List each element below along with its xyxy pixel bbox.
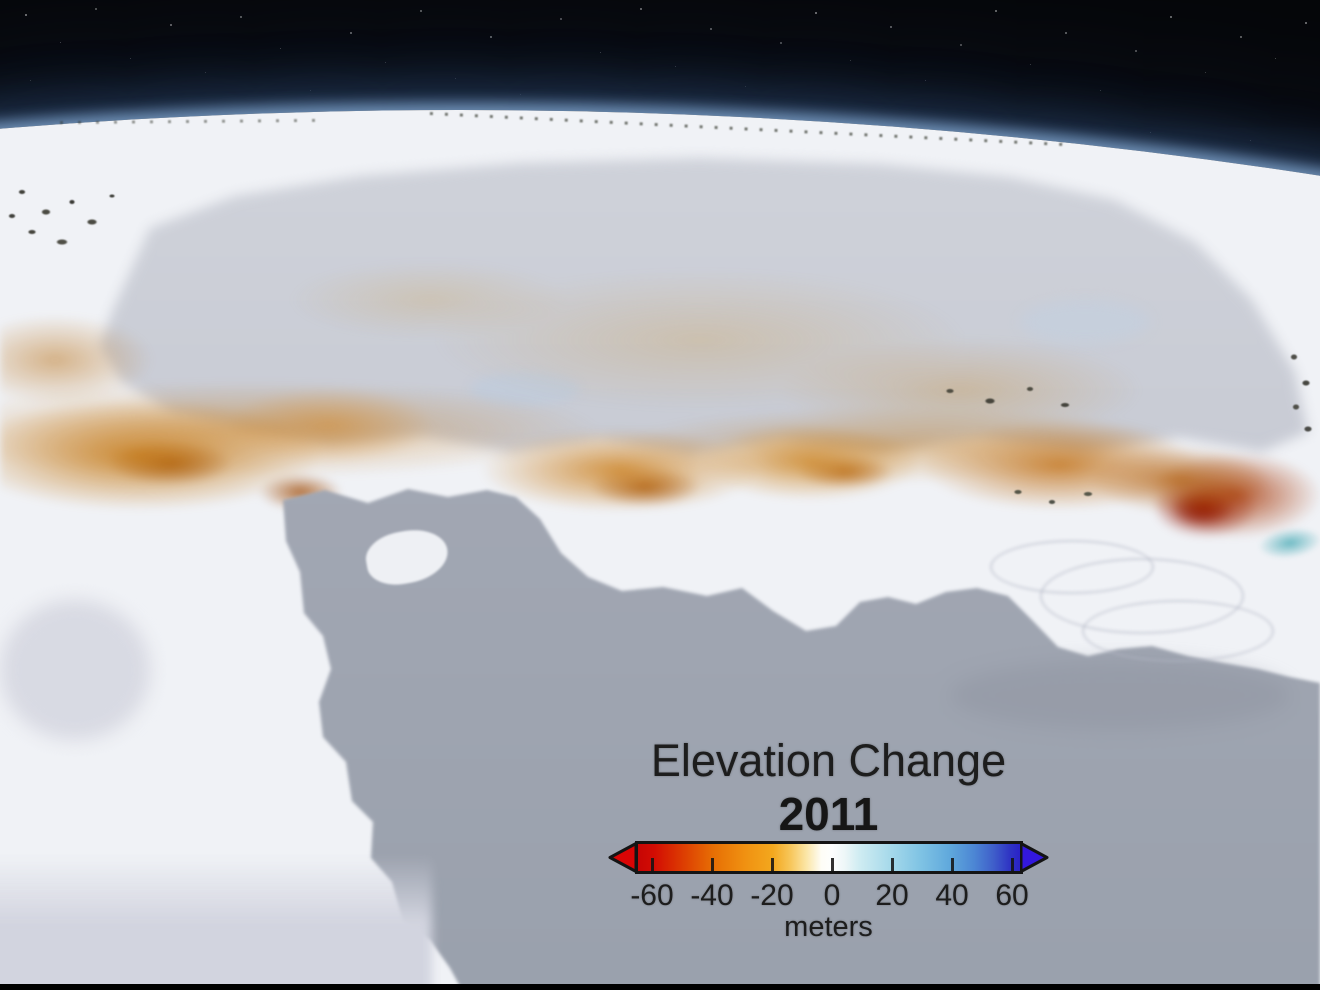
- colorbar-unit-label: meters: [784, 911, 873, 943]
- colorbar-tick: [890, 858, 894, 871]
- mountain-speckles-left: [0, 160, 145, 260]
- colorbar-left-arrow: [608, 842, 637, 873]
- tick-label: 0: [823, 879, 841, 912]
- ice-shelf-lobe: [990, 540, 1154, 594]
- colorbar-right-arrow: [1020, 842, 1049, 873]
- colorbar: [607, 841, 1050, 874]
- tick-label: 60: [995, 879, 1029, 912]
- tick-label: -60: [630, 879, 674, 912]
- colorbar-tick: [950, 858, 954, 871]
- colorbar-gradient: [635, 841, 1023, 874]
- ice-shading: [0, 600, 150, 740]
- tick-label: 20: [875, 879, 909, 912]
- legend-year: 2011: [778, 788, 879, 840]
- shadowed-ice-slope: [0, 855, 432, 990]
- mountain-speckles-right-edge: [1282, 345, 1320, 437]
- colorbar-tick: [710, 858, 714, 871]
- colorbar-tick-labels: -60 -40 -20 0 20 40 60: [607, 879, 1050, 913]
- ice-shelf-lobe: [1082, 600, 1274, 662]
- legend-title: Elevation Change: [650, 735, 1007, 786]
- tick-label: 40: [935, 879, 969, 912]
- colorbar-tick: [830, 858, 834, 871]
- tick-label: -20: [750, 879, 794, 912]
- mountain-speckles-coast: [1000, 478, 1110, 518]
- colorbar-tick: [1010, 858, 1014, 871]
- tick-label: -40: [690, 879, 734, 912]
- colorbar-tick: [650, 858, 654, 871]
- mountain-speckles-center: [930, 375, 1090, 421]
- colorbar-tick: [770, 858, 774, 871]
- coast-shadow: [950, 660, 1290, 730]
- letterbox-bar: [0, 984, 1320, 990]
